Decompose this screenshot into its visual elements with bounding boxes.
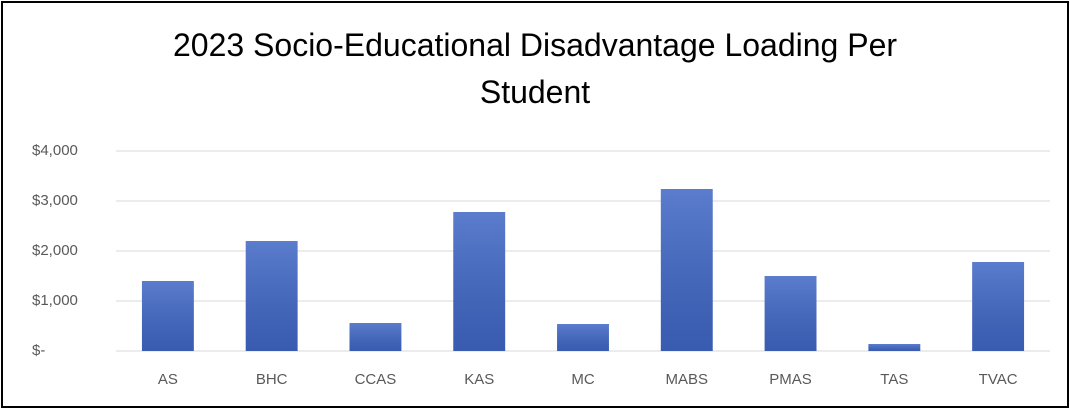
y-tick-label: $4,000 (32, 142, 78, 159)
x-tick-label: PMAS (769, 371, 812, 388)
y-tick-label: $- (32, 342, 45, 359)
bar-shade (660, 189, 713, 351)
y-tick-label: $1,000 (32, 292, 78, 309)
bar-shade (245, 241, 298, 351)
x-tick-label: KAS (464, 371, 494, 388)
chart-title: 2023 Socio-Educational Disadvantage Load… (172, 27, 898, 110)
y-tick-label: $2,000 (32, 242, 78, 259)
x-tick-label: TAS (880, 371, 908, 388)
bar-shade (557, 324, 609, 351)
bar-shade (972, 262, 1025, 351)
x-tick-label: CCAS (355, 371, 397, 388)
x-tick-label: MABS (666, 371, 709, 388)
bar-shade (349, 323, 402, 351)
x-tick-label: BHC (256, 371, 288, 388)
x-tick-label: MC (571, 371, 594, 388)
x-tick-label: TVAC (979, 371, 1018, 388)
y-tick-label: $3,000 (32, 192, 78, 209)
bar-shade (868, 344, 921, 351)
bar-shade (141, 281, 194, 351)
bar-shade (453, 212, 506, 351)
x-tick-label: AS (158, 371, 178, 388)
bar-shade (764, 276, 817, 351)
